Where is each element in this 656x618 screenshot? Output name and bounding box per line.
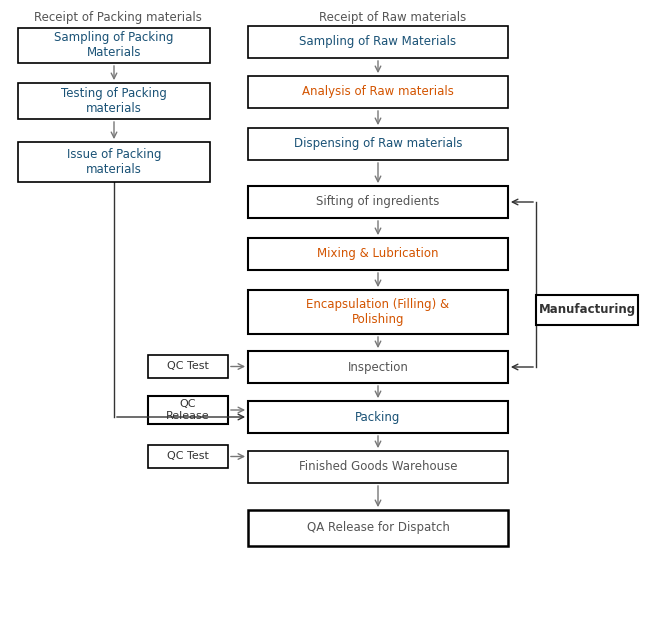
FancyBboxPatch shape (148, 355, 228, 378)
Text: Dispensing of Raw materials: Dispensing of Raw materials (294, 137, 462, 151)
Text: Analysis of Raw materials: Analysis of Raw materials (302, 85, 454, 98)
Text: Encapsulation (Filling) &
Polishing: Encapsulation (Filling) & Polishing (306, 298, 449, 326)
Text: Sifting of ingredients: Sifting of ingredients (316, 195, 440, 208)
Text: Sampling of Raw Materials: Sampling of Raw Materials (299, 35, 457, 48)
FancyBboxPatch shape (536, 295, 638, 325)
FancyBboxPatch shape (248, 76, 508, 108)
Text: Sampling of Packing
Materials: Sampling of Packing Materials (54, 32, 174, 59)
Text: Inspection: Inspection (348, 360, 409, 373)
Text: Receipt of Packing materials: Receipt of Packing materials (34, 11, 202, 23)
Text: Packing: Packing (356, 410, 401, 423)
Text: Issue of Packing
materials: Issue of Packing materials (67, 148, 161, 176)
FancyBboxPatch shape (248, 186, 508, 218)
FancyBboxPatch shape (248, 451, 508, 483)
FancyBboxPatch shape (248, 351, 508, 383)
Text: QC Test: QC Test (167, 452, 209, 462)
FancyBboxPatch shape (248, 290, 508, 334)
Text: Testing of Packing
materials: Testing of Packing materials (61, 87, 167, 115)
FancyBboxPatch shape (248, 238, 508, 270)
Text: Receipt of Raw materials: Receipt of Raw materials (319, 11, 466, 23)
FancyBboxPatch shape (248, 401, 508, 433)
FancyBboxPatch shape (248, 510, 508, 546)
FancyBboxPatch shape (148, 396, 228, 424)
Text: QC
Release: QC Release (166, 399, 210, 421)
FancyBboxPatch shape (248, 128, 508, 160)
Text: QA Release for Dispatch: QA Release for Dispatch (306, 522, 449, 535)
Text: QC Test: QC Test (167, 362, 209, 371)
FancyBboxPatch shape (148, 445, 228, 468)
Text: Finished Goods Warehouse: Finished Goods Warehouse (298, 460, 457, 473)
FancyBboxPatch shape (18, 142, 210, 182)
FancyBboxPatch shape (18, 28, 210, 63)
Text: Manufacturing: Manufacturing (539, 303, 636, 316)
FancyBboxPatch shape (18, 83, 210, 119)
FancyBboxPatch shape (248, 26, 508, 58)
Text: Mixing & Lubrication: Mixing & Lubrication (318, 247, 439, 261)
